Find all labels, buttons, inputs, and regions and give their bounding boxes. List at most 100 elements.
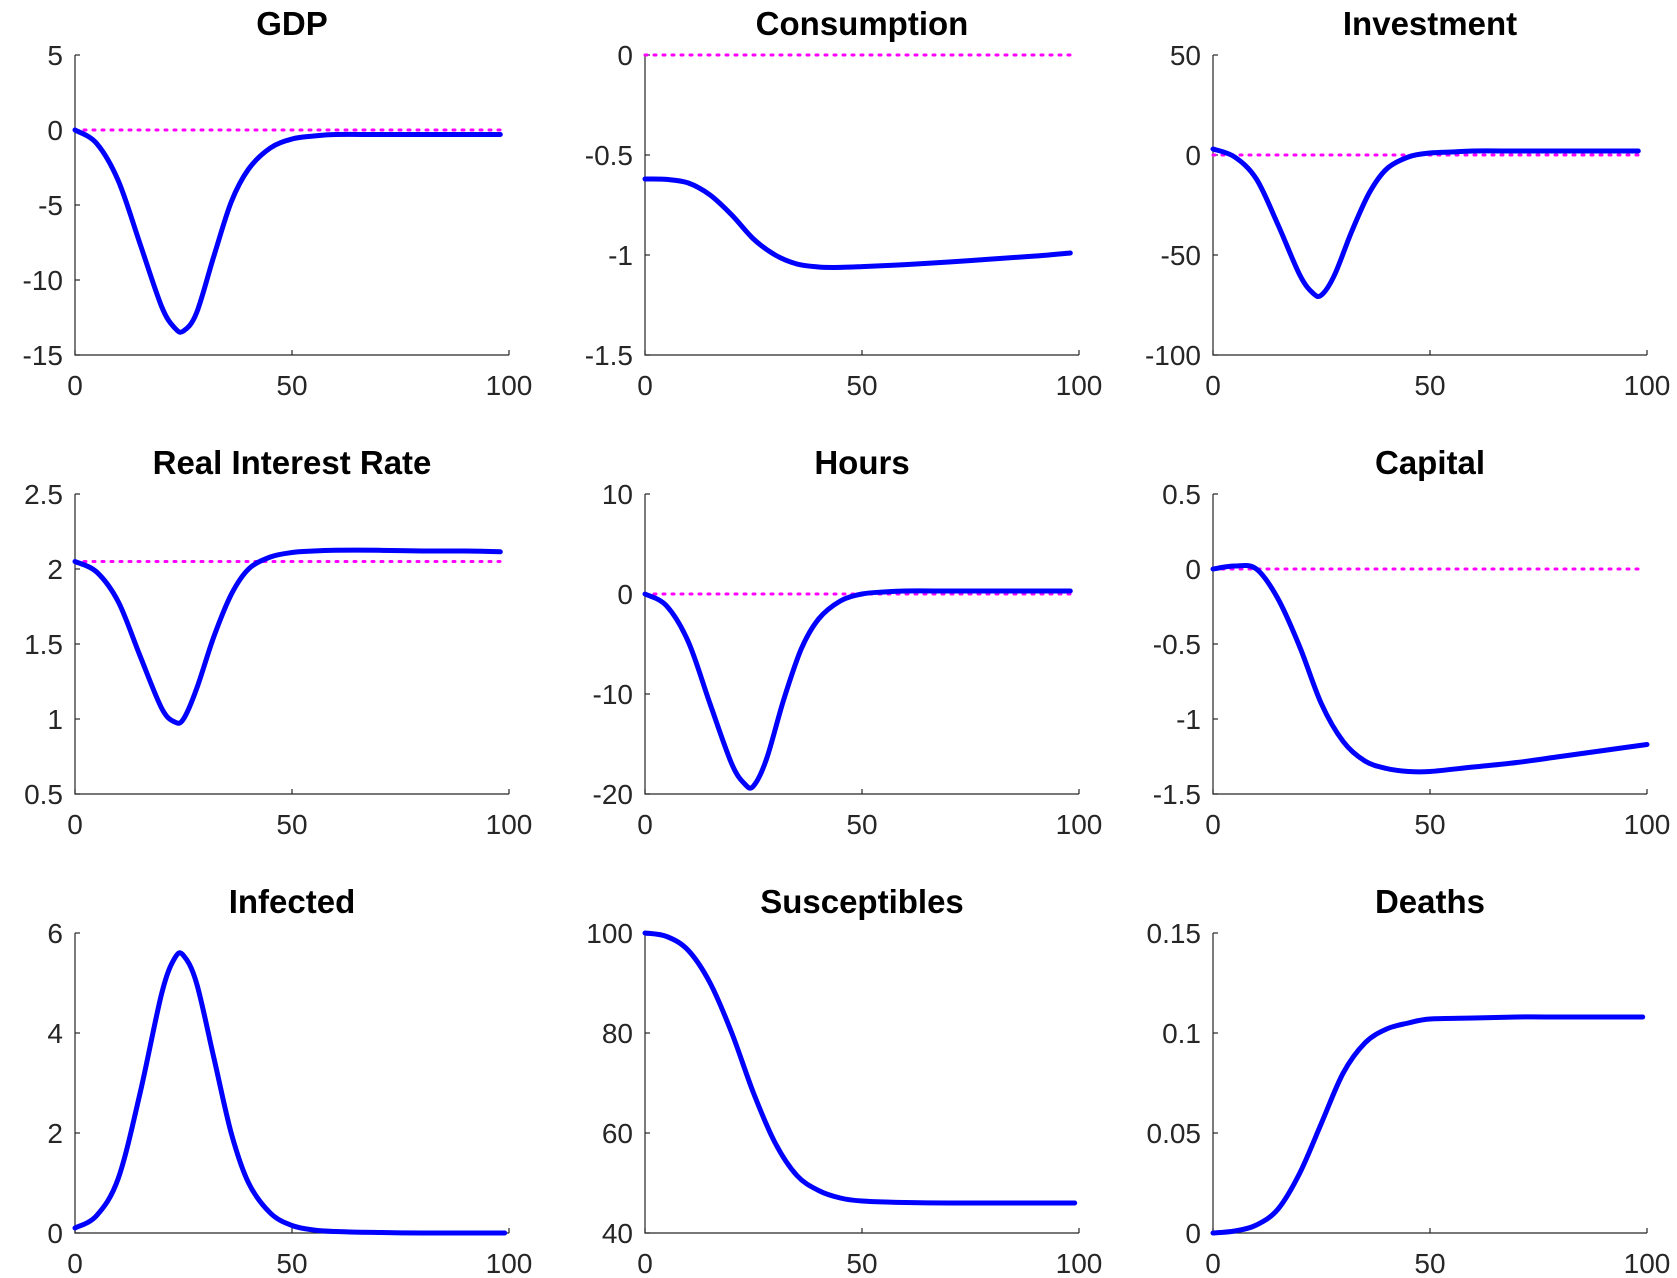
y-tick-label: 2: [47, 554, 63, 585]
x-tick-label: 50: [846, 809, 877, 840]
x-tick-label: 0: [1205, 809, 1221, 840]
panel-title: GDP: [256, 5, 328, 42]
panel-title: Hours: [814, 444, 909, 481]
y-tick-label: -50: [1161, 240, 1201, 271]
y-tick-label: 1: [47, 704, 63, 735]
panel-consumption: Consumption 0 50 100 -1.5 -1 -0.5 0: [585, 5, 1103, 401]
x-tick-label: 50: [846, 1248, 877, 1278]
y-tick-label: -100: [1145, 340, 1201, 371]
panel-title: Real Interest Rate: [153, 444, 432, 481]
x-tick-label: 0: [67, 1248, 83, 1278]
y-tick-label: -20: [593, 779, 633, 810]
x-tick-label: 100: [486, 370, 533, 401]
y-tick-label: 6: [47, 918, 63, 949]
panel-title: Deaths: [1375, 883, 1485, 920]
y-tick-label: 5: [47, 40, 63, 71]
y-tick-label: 0: [1185, 1218, 1201, 1249]
axes-frame: [1213, 55, 1647, 355]
panel-title: Consumption: [756, 5, 969, 42]
axes-frame: [75, 494, 509, 794]
x-tick-label: 100: [1624, 809, 1671, 840]
x-tick-label: 100: [1056, 1248, 1103, 1278]
series-line-capital: [1213, 565, 1647, 772]
series-line-infected: [75, 953, 505, 1233]
panel-susceptibles: Susceptibles 0 50 100 40 60 80 100: [586, 883, 1102, 1278]
y-tick-label: -0.5: [1153, 629, 1201, 660]
x-tick-label: 100: [1056, 809, 1103, 840]
y-tick-label: -1.5: [1153, 779, 1201, 810]
axes-frame: [75, 55, 509, 355]
y-tick-label: 0.05: [1147, 1118, 1202, 1149]
x-tick-label: 0: [637, 370, 653, 401]
series-line-consumption: [645, 179, 1070, 268]
y-tick-label: 0.15: [1147, 918, 1202, 949]
y-tick-label: -10: [23, 265, 63, 296]
x-tick-label: 100: [1624, 370, 1671, 401]
y-tick-label: 4: [47, 1018, 63, 1049]
x-tick-label: 0: [67, 370, 83, 401]
series-line-gdp: [75, 130, 500, 332]
y-tick-label: 40: [602, 1218, 633, 1249]
y-tick-label: -1: [1176, 704, 1201, 735]
series-line-hours: [645, 591, 1070, 788]
axes-frame: [1213, 494, 1647, 794]
panel-title: Infected: [229, 883, 356, 920]
y-tick-label: -5: [38, 190, 63, 221]
panel-gdp: GDP 0 50 100 -15 -10 -5 0 5: [23, 5, 533, 401]
series-line-deaths: [1213, 1017, 1643, 1233]
y-tick-label: -15: [23, 340, 63, 371]
series-line-susceptibles: [645, 933, 1075, 1203]
y-tick-label: 50: [1170, 40, 1201, 71]
x-tick-label: 0: [1205, 370, 1221, 401]
panel-real-interest-rate: Real Interest Rate 0 50 100 0.5 1 1.5 2 2.5: [24, 444, 532, 840]
panel-title: Capital: [1375, 444, 1485, 481]
x-tick-label: 50: [1414, 809, 1445, 840]
x-tick-label: 0: [637, 1248, 653, 1278]
x-tick-label: 50: [276, 809, 307, 840]
y-tick-label: 0: [617, 579, 633, 610]
x-tick-label: 100: [486, 1248, 533, 1278]
y-tick-label: 2.5: [24, 479, 63, 510]
y-tick-label: 0: [47, 1218, 63, 1249]
y-tick-label: -10: [593, 679, 633, 710]
series-line-investment: [1213, 149, 1638, 297]
x-tick-label: 100: [1056, 370, 1103, 401]
x-tick-label: 50: [276, 1248, 307, 1278]
axes-frame: [645, 55, 1079, 355]
y-tick-label: 1.5: [24, 629, 63, 660]
x-tick-label: 0: [1205, 1248, 1221, 1278]
y-tick-label: 0: [617, 40, 633, 71]
y-tick-label: 10: [602, 479, 633, 510]
y-tick-label: -0.5: [585, 140, 633, 171]
x-tick-label: 100: [486, 809, 533, 840]
x-tick-label: 50: [1414, 370, 1445, 401]
x-tick-label: 50: [846, 370, 877, 401]
y-tick-label: 2: [47, 1118, 63, 1149]
panel-investment: Investment 0 50 100 -100 -50 0 50: [1145, 5, 1670, 401]
y-tick-label: 0.5: [1162, 479, 1201, 510]
panel-hours: Hours 0 50 100 -20 -10 0 10: [593, 444, 1103, 840]
y-tick-label: 0: [47, 115, 63, 146]
x-tick-label: 0: [637, 809, 653, 840]
y-tick-label: 100: [586, 918, 633, 949]
y-tick-label: 0: [1185, 554, 1201, 585]
y-tick-label: 0: [1185, 140, 1201, 171]
y-tick-label: -1.5: [585, 340, 633, 371]
axes-frame: [645, 494, 1079, 794]
x-tick-label: 100: [1624, 1248, 1671, 1278]
panel-title: Susceptibles: [760, 883, 964, 920]
y-tick-label: 0.1: [1162, 1018, 1201, 1049]
series-line-real-interest-rate: [75, 550, 500, 723]
panel-title: Investment: [1343, 5, 1517, 42]
panel-infected: Infected 0 50 100 0 2 4 6: [47, 883, 532, 1278]
panel-capital: Capital 0 50 100 -1.5 -1 -0.5 0 0.5: [1153, 444, 1671, 840]
y-tick-label: -1: [608, 240, 633, 271]
panel-deaths: Deaths 0 50 100 0 0.05 0.1 0.15: [1147, 883, 1671, 1278]
y-tick-label: 0.5: [24, 779, 63, 810]
x-tick-label: 0: [67, 809, 83, 840]
axes-frame: [1213, 933, 1647, 1233]
y-tick-label: 80: [602, 1018, 633, 1049]
y-tick-label: 60: [602, 1118, 633, 1149]
x-tick-label: 50: [276, 370, 307, 401]
